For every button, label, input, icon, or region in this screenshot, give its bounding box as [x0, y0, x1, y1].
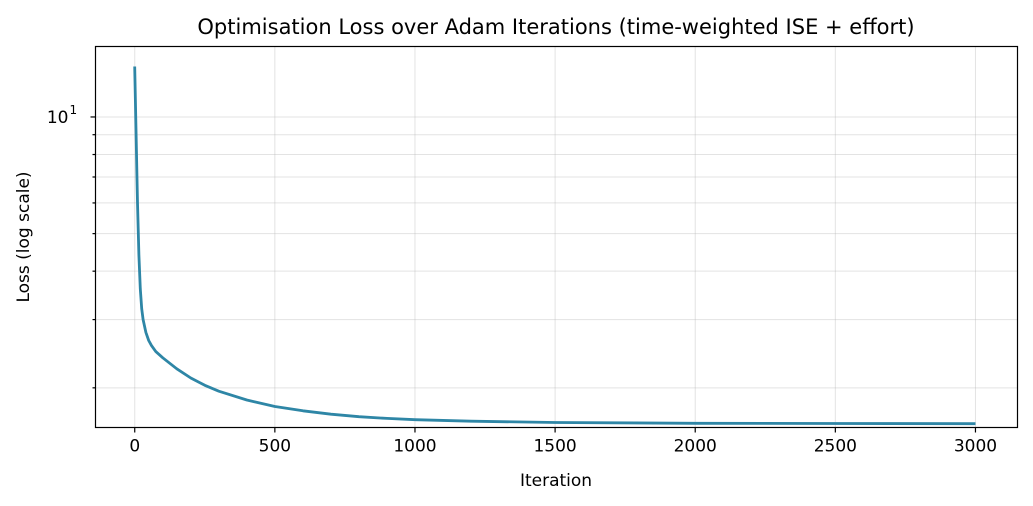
y-tick-label-exponent: 1: [70, 103, 78, 117]
x-tick-label: 2000: [674, 437, 717, 457]
loss-series-line: [133, 66, 976, 426]
x-tick-label: 0: [129, 437, 140, 457]
x-tick-label: 1000: [393, 437, 436, 457]
x-tick-label: 500: [259, 437, 291, 457]
plot-frame: [94, 45, 1019, 429]
x-tick-label: 2500: [814, 437, 857, 457]
grid-layer: [95, 46, 1018, 428]
y-axis-label: Loss (log scale): [14, 171, 34, 302]
y-axis: 10 1: [47, 103, 96, 389]
chart-title: Optimisation Loss over Adam Iterations (…: [197, 15, 914, 39]
x-tick-label: 1500: [533, 437, 576, 457]
x-axis-label: Iteration: [520, 471, 592, 491]
series-layer: [133, 66, 976, 426]
x-axis: 0 500 1000 1500 2000 2500 3000: [129, 427, 997, 457]
x-tick-label: 3000: [954, 437, 997, 457]
y-tick-label: 10: [47, 108, 69, 128]
